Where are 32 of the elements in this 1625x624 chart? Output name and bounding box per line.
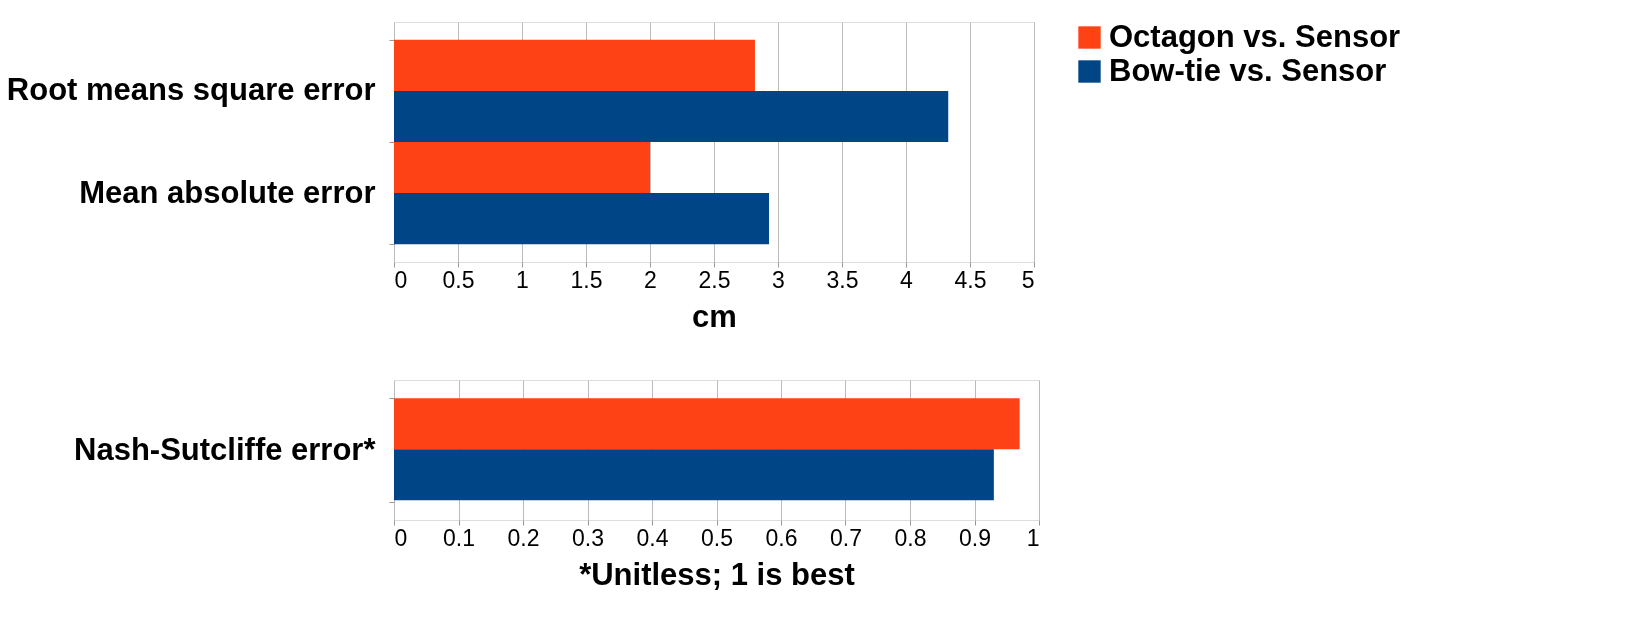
x-tick-label: 1 — [1026, 524, 1040, 551]
y-tick-label: Nash-Sutcliffe error* — [74, 431, 377, 467]
y-tick-label: Root means square error — [6, 72, 376, 108]
x-tick-label: 0.3 — [572, 524, 604, 551]
x-tick-label: 0.8 — [894, 524, 927, 551]
x-tick-label: 5 — [1021, 266, 1035, 293]
x-tick-label: 0.2 — [507, 524, 540, 551]
x-tick-label: 0.4 — [636, 524, 669, 551]
x-tick-label: 1.5 — [570, 266, 603, 293]
x-tick-label: 3 — [772, 266, 785, 293]
y-tick-label: Mean absolute error — [79, 174, 376, 210]
x-tick-label: 0.5 — [701, 524, 733, 551]
x-axis-title: cm — [692, 298, 737, 334]
legend-label: Octagon vs. Sensor — [1109, 18, 1401, 54]
x-tick-label: 4.5 — [954, 266, 987, 293]
x-tick-label: 1 — [516, 266, 529, 293]
x-tick-label: 4 — [900, 266, 914, 293]
bar — [394, 39, 755, 91]
x-axis-title: *Unitless; 1 is best — [579, 556, 855, 592]
x-tick-label: 0 — [394, 266, 408, 293]
x-tick-label: 0 — [394, 524, 408, 551]
x-tick-label: 3.5 — [826, 266, 859, 293]
x-tick-label: 0.9 — [959, 524, 991, 551]
bar — [394, 90, 949, 142]
x-tick-label: 2.5 — [698, 266, 731, 293]
x-tick-label: 0.5 — [442, 266, 475, 293]
bar — [394, 193, 770, 245]
x-tick-label: 2 — [644, 266, 657, 293]
x-tick-label: 0.1 — [443, 524, 475, 551]
x-tick-label: 0.6 — [765, 524, 798, 551]
bar — [394, 142, 650, 194]
x-tick-label: 0.7 — [830, 524, 862, 551]
